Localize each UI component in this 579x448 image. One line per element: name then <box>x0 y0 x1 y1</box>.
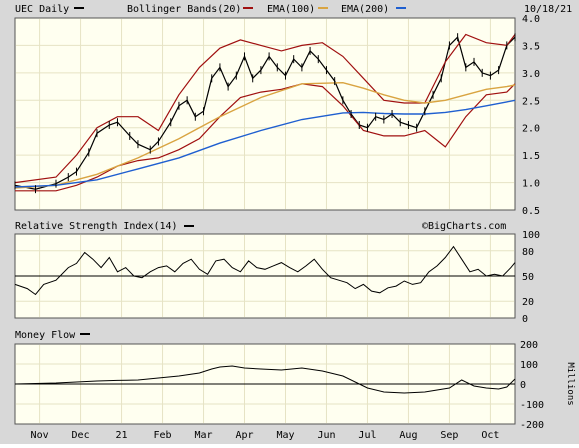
x-axis-labels: Nov Dec 21 Feb Mar Apr May Jun Jul Aug Sep Oct <box>31 430 500 441</box>
money-flow-tick-label: -100 <box>520 400 544 411</box>
money-flow-tick-label: 0 <box>520 380 526 391</box>
price-tick-label: 1.0 <box>522 179 540 190</box>
rsi-tick-label: 100 <box>522 230 540 241</box>
rsi-y-axis: 0 20 50 80 100 <box>522 230 540 325</box>
ema100-legend-swatch <box>318 7 328 9</box>
price-tick-label: 4.0 <box>522 14 540 25</box>
money-flow-y-axis: -200 -100 0 100 200 <box>520 340 544 431</box>
money-flow-tick-label: 100 <box>520 360 538 371</box>
series-uec-daily <box>14 36 516 190</box>
rsi-series <box>14 245 516 296</box>
x-tick-label: Dec <box>72 430 90 441</box>
price-y-axis: 0.5 1.0 1.5 2.0 2.5 3.0 3.5 4.0 <box>522 14 540 217</box>
ema200-legend-swatch <box>396 7 406 9</box>
money-flow-series <box>14 365 516 394</box>
ema200-label: EMA(200) <box>341 4 389 15</box>
series-bollinger-upper <box>14 33 516 184</box>
x-tick-label: Sep <box>440 430 458 441</box>
bollinger-legend-swatch <box>243 7 253 9</box>
x-tick-label: 21 <box>116 430 128 441</box>
watermark: ©BigCharts.com <box>422 221 506 232</box>
price-tick-label: 1.5 <box>522 151 540 162</box>
x-tick-label: Apr <box>235 430 253 441</box>
price-tick-label: 2.0 <box>522 124 540 135</box>
x-tick-label: May <box>276 430 294 441</box>
series-ema-200- <box>14 99 516 188</box>
x-tick-label: Nov <box>31 430 49 441</box>
x-tick-label: Jul <box>358 430 376 441</box>
price-tick-label: 3.0 <box>522 69 540 80</box>
x-tick-label: Oct <box>481 430 499 441</box>
x-tick-label: Aug <box>399 430 417 441</box>
rsi-tick-label: 80 <box>522 247 534 258</box>
rsi-legend-swatch <box>184 225 194 227</box>
money-flow-line <box>14 365 516 394</box>
rsi-title-bar <box>15 218 515 233</box>
price-header: UEC Daily Bollinger Bands(20) EMA(100) E… <box>15 4 572 15</box>
symbol-label: UEC Daily <box>15 4 69 15</box>
price-tick-label: 3.5 <box>522 41 540 52</box>
price-grid <box>16 19 514 209</box>
rsi-title: Relative Strength Index(14) <box>15 221 178 232</box>
money-flow-tick-label: -200 <box>520 420 544 431</box>
bollinger-label: Bollinger Bands(20) <box>127 4 241 15</box>
price-tick-label: 0.5 <box>522 206 540 217</box>
money-flow-tick-label: 200 <box>520 340 538 351</box>
money-flow-title-bar <box>15 328 515 343</box>
price-series <box>14 33 516 194</box>
money-flow-ylabel: Millions <box>565 362 575 405</box>
rsi-tick-label: 0 <box>522 314 528 325</box>
series-ema-100- <box>14 81 516 189</box>
price-tick-label: 2.5 <box>522 96 540 107</box>
rsi-tick-label: 20 <box>522 297 534 308</box>
chart-date: 10/18/21 <box>524 4 572 15</box>
money-flow-legend-swatch <box>80 333 90 335</box>
x-tick-label: Mar <box>194 430 212 441</box>
money-flow-title: Money Flow <box>15 330 76 341</box>
rsi-tick-label: 50 <box>522 272 534 283</box>
x-tick-label: Jun <box>317 430 335 441</box>
rsi-line <box>14 245 516 296</box>
price-legend-swatch <box>74 7 84 9</box>
ema100-label: EMA(100) <box>267 4 315 15</box>
x-tick-label: Feb <box>154 430 172 441</box>
